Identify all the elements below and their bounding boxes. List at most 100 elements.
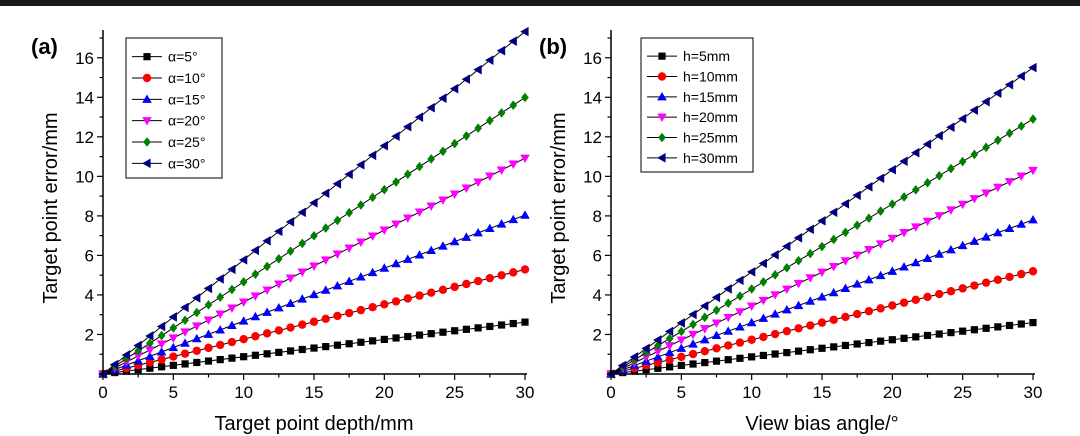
- data-point: [180, 349, 190, 358]
- data-point: [449, 236, 460, 246]
- data-point: [392, 177, 400, 187]
- data-point: [145, 331, 154, 341]
- y-tick-label: 6: [593, 246, 602, 265]
- data-point: [298, 345, 306, 354]
- data-point: [700, 312, 709, 323]
- data-point: [356, 272, 366, 281]
- data-point: [688, 309, 697, 320]
- data-point: [192, 307, 201, 318]
- data-point: [875, 270, 886, 280]
- x-tick-label: 15: [305, 383, 324, 402]
- data-point: [321, 314, 330, 324]
- data-point: [841, 227, 850, 238]
- data-point: [415, 161, 424, 172]
- x-tick-label: 25: [445, 383, 464, 402]
- data-point: [227, 264, 236, 275]
- data-point: [368, 192, 377, 203]
- data-point: [439, 146, 447, 157]
- legend-entry: h=10mm: [683, 69, 738, 85]
- data-point: [438, 196, 448, 205]
- data-point: [969, 105, 978, 115]
- data-point: [414, 208, 425, 217]
- data-point: [817, 292, 827, 301]
- data-point: [934, 212, 945, 221]
- data-point: [782, 262, 791, 273]
- data-point: [946, 287, 956, 296]
- data-point: [1016, 219, 1027, 228]
- data-point: [146, 338, 154, 349]
- data-point: [1004, 79, 1014, 90]
- data-point: [818, 344, 826, 352]
- data-point: [297, 268, 308, 277]
- data-point: [462, 131, 471, 141]
- data-point: [688, 330, 698, 340]
- data-point: [333, 215, 342, 226]
- data-point: [262, 236, 271, 246]
- data-point: [664, 342, 675, 351]
- legend-marker: [143, 53, 151, 61]
- data-point: [415, 291, 424, 300]
- data-point: [758, 313, 769, 322]
- data-point: [888, 301, 897, 310]
- data-point: [427, 330, 435, 338]
- data-point: [654, 364, 662, 372]
- data-point: [758, 296, 769, 306]
- data-point: [274, 326, 284, 335]
- data-point: [297, 294, 308, 303]
- data-point: [415, 331, 424, 339]
- data-point: [1016, 71, 1025, 81]
- data-point: [922, 139, 932, 150]
- data-point: [238, 255, 248, 265]
- data-point: [876, 206, 885, 216]
- data-point: [934, 130, 943, 141]
- legend: α=5° α=10° α=15° α=20° α=25° α=30°: [125, 37, 223, 179]
- data-point: [486, 322, 494, 331]
- data-point: [770, 329, 780, 339]
- data-point: [957, 113, 967, 124]
- data-point: [521, 92, 529, 103]
- data-point: [462, 279, 471, 289]
- data-point: [711, 319, 722, 328]
- data-point: [251, 269, 260, 279]
- data-point: [238, 316, 249, 325]
- data-point: [157, 355, 166, 364]
- data-point: [899, 298, 909, 307]
- data-point: [746, 317, 757, 327]
- data-point: [1028, 267, 1038, 276]
- data-point: [887, 234, 898, 244]
- data-point: [771, 270, 779, 280]
- data-point: [367, 150, 377, 161]
- top-rule: [0, 0, 1080, 6]
- y-tick-label: 12: [75, 128, 94, 147]
- data-point: [427, 154, 436, 164]
- data-point: [910, 147, 920, 158]
- data-point: [864, 181, 873, 192]
- data-point: [357, 338, 365, 346]
- data-point: [402, 214, 413, 223]
- data-point: [735, 322, 745, 331]
- legend-marker: [142, 117, 152, 126]
- legend-marker: [142, 158, 151, 169]
- legend-entry: h=5mm: [683, 48, 730, 64]
- data-point: [403, 294, 412, 303]
- data-point: [133, 340, 142, 351]
- data-point: [228, 284, 236, 295]
- data-point: [748, 353, 756, 361]
- data-point: [380, 300, 389, 309]
- data-point: [250, 245, 259, 256]
- data-point: [180, 328, 190, 337]
- data-point: [449, 83, 459, 94]
- legend-marker: [142, 73, 152, 83]
- data-point: [852, 190, 861, 201]
- data-point: [169, 323, 178, 333]
- data-point: [711, 330, 722, 340]
- data-point: [1017, 320, 1025, 328]
- data-point: [828, 287, 839, 297]
- data-point: [899, 156, 908, 167]
- data-point: [617, 360, 627, 371]
- data-point: [227, 304, 237, 313]
- data-point: [840, 198, 850, 209]
- data-point: [275, 348, 283, 356]
- data-point: [947, 163, 955, 174]
